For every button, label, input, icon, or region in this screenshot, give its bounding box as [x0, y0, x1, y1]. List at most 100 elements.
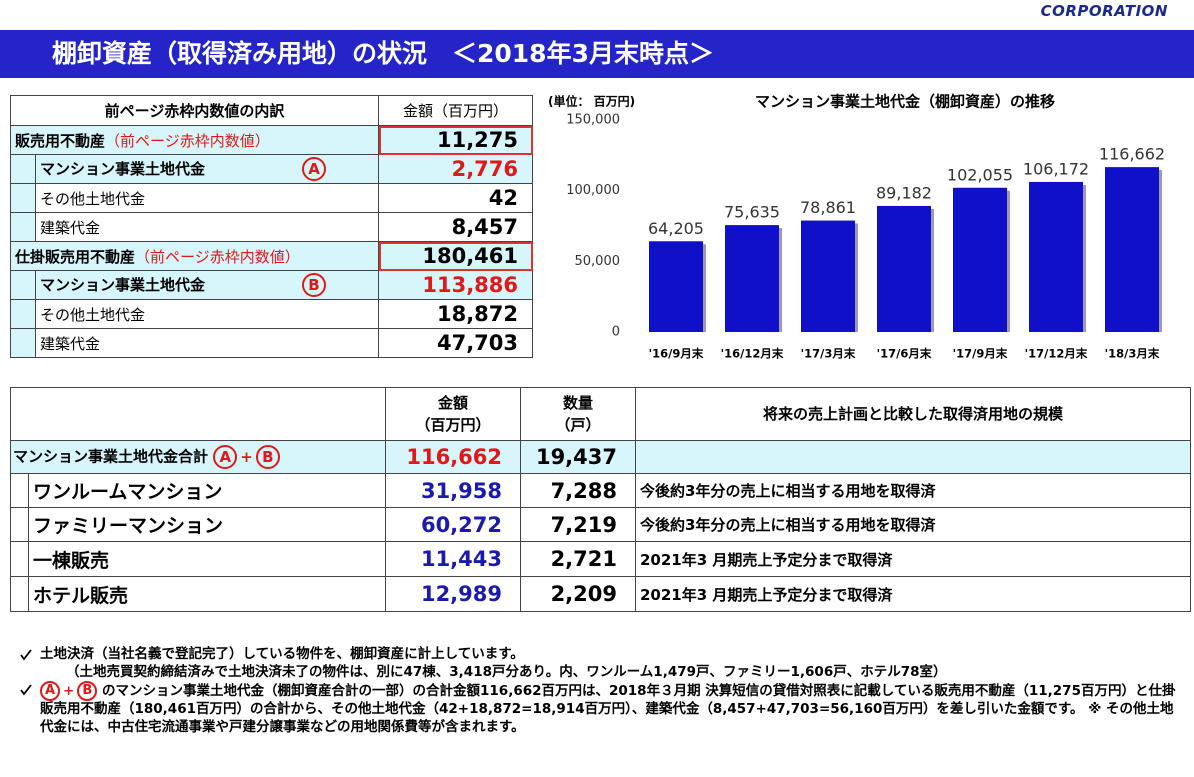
header-row: 前ページ赤枠内数値の内訳 金額（百万円）: [9, 95, 534, 126]
indent: [10, 576, 29, 612]
value-label: 102,055: [947, 165, 1013, 184]
indent: [10, 212, 36, 242]
polyline: [20, 684, 32, 696]
indent: [10, 507, 29, 542]
value: 47,703: [378, 328, 534, 358]
note: A + B のマンション事業土地代金（棚卸資産合計の一部）の合計金額116,662百…: [18, 681, 1178, 736]
value-label: 78,861: [800, 198, 856, 217]
label-cell: マンション事業土地代金 B: [34, 270, 380, 300]
marker: B: [77, 681, 98, 701]
row: 一棟販売 11,443 2,721 2021年3 月期売上予定分まで取得済: [10, 541, 1191, 577]
label-cell: 仕掛販売用不動産（前ページ赤枠内数値）: [9, 241, 380, 271]
notes: 土地決済（当社名義で登記完了）している物件を、棚卸資産に計上しています。 （土地…: [18, 646, 1178, 736]
tbody: 前ページ赤枠内数値の内訳 金額（百万円） 販売用不動産（前ページ赤枠内数値） 11,…: [9, 95, 534, 358]
label: ワンルームマンション: [28, 473, 386, 508]
header-text: （百万円）: [415, 416, 491, 434]
quantity: 19,437: [520, 440, 636, 474]
label: 販売用不動産: [15, 131, 106, 150]
bar: [953, 187, 1007, 332]
y-tick-label: 100,000: [566, 183, 620, 198]
indent: [10, 328, 36, 358]
value: 8,457: [378, 212, 534, 242]
label-cell: マンション事業土地代金合計 A + B: [10, 440, 386, 474]
row: マンション事業土地代金 B 113,886: [10, 270, 534, 300]
row: 仕掛販売用不動産（前ページ赤枠内数値） 180,461: [9, 241, 534, 271]
title: 棚卸資産（取得済み用地）の状況 ＜2018年3月末時点＞: [52, 39, 714, 68]
marker: +: [63, 683, 75, 699]
row: 建築代金 47,703: [10, 328, 534, 358]
amount: 116,662: [385, 440, 521, 474]
x-tick-label: '17/3月末: [801, 347, 856, 361]
note-text: 土地決済（当社名義で登記完了）している物件を、棚卸資産に計上しています。: [40, 646, 524, 662]
title-bar: 棚卸資産（取得済み用地）の状況 ＜2018年3月末時点＞: [0, 30, 1194, 78]
marker: A: [213, 445, 238, 469]
header-cell: [10, 387, 386, 441]
value-label: 106,172: [1023, 159, 1089, 178]
amount: 11,443: [385, 541, 521, 577]
row: マンション事業土地代金 A 2,776: [10, 154, 534, 184]
header-row: 金額 （百万円） 数量 （戸） 将来の売上計画と比較した取得済用地の規模: [10, 387, 1191, 441]
row: ファミリーマンション 60,272 7,219 今後約3年分の売上に相当する用地を取得…: [10, 507, 1191, 542]
header-text: 数量: [562, 394, 593, 412]
row: ワンルームマンション 31,958 7,288 今後約3年分の売上に相当する用地を取得…: [10, 473, 1191, 508]
indent: [10, 299, 36, 329]
note-text: のマンション事業土地代金（棚卸資産合計の一部）の合計金額116,662百万円は、…: [40, 683, 1176, 735]
amount: 60,272: [385, 507, 521, 542]
label-cell: 販売用不動産（前ページ赤枠内数値）: [9, 125, 380, 155]
label: 建築代金: [34, 212, 380, 242]
value: 18,872: [378, 299, 534, 329]
label-cell: マンション事業土地代金 A: [34, 154, 380, 184]
marker: B: [302, 273, 326, 297]
indent: [10, 473, 29, 508]
label: マンション事業土地代金合計: [13, 447, 209, 466]
scale: 2021年3 月期売上予定分まで取得済: [635, 576, 1191, 612]
label: その他土地代金: [34, 299, 380, 329]
tbody: 金額 （百万円） 数量 （戸） 将来の売上計画と比較した取得済用地の規模 マンション…: [10, 387, 1191, 612]
x-tick-label: '17/9月末: [953, 347, 1008, 361]
bar: [877, 205, 931, 332]
value: 11,275: [378, 125, 534, 155]
chart: (単位： 百万円) マンション事業土地代金（棚卸資産）の推移 0 50,000 10…: [548, 93, 1165, 361]
polyline: [20, 649, 32, 661]
chart-title: マンション事業土地代金（棚卸資産）の推移: [755, 93, 1055, 111]
marker: A: [40, 681, 60, 701]
row: その他土地代金 42: [10, 183, 534, 213]
header-text: （戸）: [555, 416, 601, 434]
y-tick-label: 50,000: [575, 254, 621, 269]
value: 113,886: [378, 270, 534, 300]
indent: [10, 154, 36, 184]
label: 仕掛販売用不動産: [15, 247, 136, 266]
value: 180,461: [378, 241, 534, 271]
x-tick-label: '18/3月末: [1105, 347, 1160, 361]
header-text: 金額: [437, 394, 468, 412]
amount: 31,958: [385, 473, 521, 508]
y-tick-label: 150,000: [566, 113, 620, 128]
note: 土地決済（当社名義で登記完了）している物件を、棚卸資産に計上しています。: [18, 646, 1178, 664]
scale: 今後約3年分の売上に相当する用地を取得済: [635, 507, 1191, 542]
header-cell: 数量 （戸）: [520, 387, 636, 441]
header-cell: 前ページ赤枠内数値の内訳: [9, 95, 380, 126]
unit-label: (単位： 百万円): [548, 94, 635, 109]
value-label: 64,205: [648, 219, 704, 238]
quantity: 2,721: [520, 541, 636, 577]
value: 2,776: [378, 154, 534, 184]
breakdown-table: 前ページ赤枠内数値の内訳 金額（百万円） 販売用不動産（前ページ赤枠内数値） 11,…: [9, 95, 534, 358]
logo: CORPORATION: [1040, 2, 1168, 20]
y-tick-label: 0: [612, 325, 620, 340]
x-tick-label: '16/9月末: [649, 347, 704, 361]
check-icon: [20, 649, 32, 661]
note: （前ページ赤枠内数値）: [105, 131, 270, 150]
label: マンション事業土地代金: [40, 275, 206, 294]
quantity: 7,219: [520, 507, 636, 542]
marker: B: [255, 445, 280, 469]
bar: [1029, 181, 1083, 332]
value-label: 116,662: [1099, 145, 1165, 164]
bar: [801, 220, 855, 332]
scale: 2021年3 月期売上予定分まで取得済: [635, 541, 1191, 577]
label: ホテル販売: [28, 576, 386, 612]
label: その他土地代金: [34, 183, 380, 213]
label: 建築代金: [34, 328, 380, 358]
note: （前ページ赤枠内数値）: [135, 247, 300, 266]
summary-table: 金額 （百万円） 数量 （戸） 将来の売上計画と比較した取得済用地の規模 マンション…: [10, 387, 1191, 612]
